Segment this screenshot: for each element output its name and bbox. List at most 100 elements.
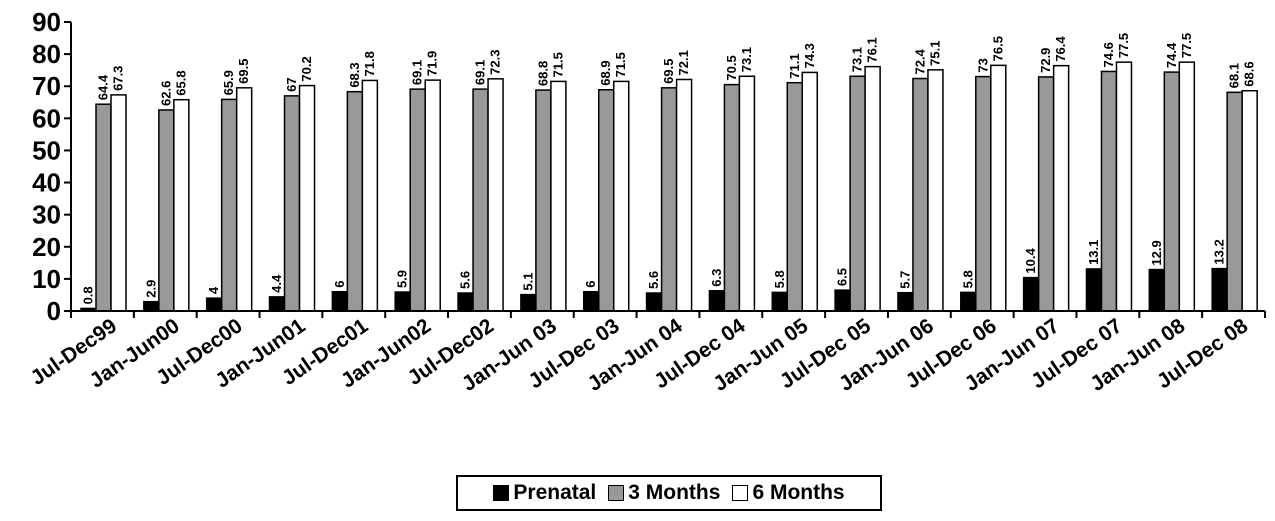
data-label: 4.4 (269, 274, 284, 293)
bar (1052, 64, 1070, 312)
bar (457, 292, 474, 312)
data-label: 70.5 (724, 55, 739, 80)
bar (864, 65, 881, 312)
data-label: 71.5 (613, 52, 628, 77)
data-label: 13.2 (1212, 239, 1227, 264)
bar (110, 94, 127, 312)
data-label: 5.8 (960, 270, 975, 288)
y-tick-label: 10 (32, 264, 61, 294)
data-label: 6 (332, 280, 347, 287)
bar (409, 88, 426, 312)
legend-item-6-months: 6 Months (732, 481, 845, 505)
data-label: 69.5 (661, 59, 676, 84)
bar (645, 292, 663, 312)
data-label: 5.6 (458, 271, 473, 289)
bar (975, 75, 992, 312)
chart-legend: Prenatal 3 Months 6 Months (456, 475, 882, 511)
bar (801, 71, 819, 312)
bar (1115, 61, 1133, 312)
data-label: 73.1 (739, 47, 754, 72)
data-label: 71.8 (362, 51, 377, 76)
bar (487, 78, 504, 312)
data-label: 77.5 (1116, 33, 1131, 58)
bar (394, 291, 411, 312)
bar (990, 64, 1007, 312)
data-label: 0.8 (81, 286, 96, 304)
bar (173, 98, 190, 312)
data-label: 77.5 (1179, 33, 1194, 58)
data-label: 74.3 (802, 43, 817, 68)
data-label: 12.9 (1149, 240, 1164, 265)
data-label: 6.3 (709, 269, 724, 287)
bar (960, 291, 977, 312)
bar (1226, 91, 1243, 312)
bar (550, 80, 567, 312)
data-label: 72.9 (1038, 48, 1053, 73)
bar (298, 84, 316, 312)
data-label: 67.3 (111, 66, 126, 91)
data-label: 69.1 (410, 60, 425, 85)
data-label: 70.2 (299, 56, 314, 81)
data-label: 69.1 (473, 60, 488, 85)
bar (235, 87, 253, 312)
legend-item-prenatal: Prenatal (493, 481, 596, 505)
y-tick-label: 50 (32, 135, 61, 165)
bar (424, 79, 441, 312)
data-label: 72.1 (676, 50, 691, 75)
data-label: 71.1 (787, 53, 802, 78)
data-label: 6.5 (835, 268, 850, 286)
bar (912, 77, 929, 312)
data-label: 68.1 (1227, 63, 1242, 88)
y-tick-label: 60 (32, 103, 61, 133)
data-label: 62.6 (158, 81, 173, 106)
bar (1211, 267, 1228, 312)
data-label: 68.3 (347, 62, 362, 87)
bar (1022, 276, 1040, 312)
bar (849, 75, 866, 312)
legend-swatch-prenatal (493, 485, 510, 501)
data-label: 69.5 (236, 59, 251, 84)
data-label: 74.6 (1101, 42, 1116, 67)
data-label: 71.9 (425, 51, 440, 76)
bar (158, 109, 175, 312)
bar (786, 81, 804, 312)
data-label: 65.8 (173, 70, 188, 95)
data-label: 2.9 (143, 280, 158, 298)
data-label: 76.4 (1053, 36, 1068, 62)
bar (582, 290, 600, 312)
bar (220, 98, 238, 312)
y-tick-label: 90 (32, 7, 61, 37)
data-label: 13.1 (1086, 240, 1101, 265)
bar (205, 297, 223, 312)
bar (927, 69, 944, 312)
bar (283, 95, 301, 312)
data-label: 74.4 (1164, 42, 1179, 68)
y-tick-label: 0 (47, 296, 61, 326)
bar (660, 87, 678, 312)
bar (331, 290, 349, 312)
data-label: 72.3 (488, 50, 503, 75)
data-label: 68.8 (535, 61, 550, 86)
y-tick-label: 30 (32, 200, 61, 230)
legend-label-prenatal: Prenatal (513, 481, 597, 504)
bar (897, 291, 914, 312)
data-label: 5.6 (646, 271, 661, 289)
y-tick-label: 20 (32, 232, 61, 262)
bar (1178, 61, 1196, 312)
bar (346, 90, 364, 312)
legend-label-6-months: 6 Months (752, 481, 845, 504)
bar (771, 291, 789, 312)
legend-label-3-months: 3 Months (628, 481, 721, 504)
bar (1037, 76, 1055, 312)
bar (143, 300, 160, 312)
data-label: 65.9 (221, 70, 236, 95)
bar (1100, 70, 1118, 312)
data-label: 76.5 (990, 36, 1005, 61)
bar (675, 78, 693, 312)
bar (268, 296, 286, 312)
legend-swatch-6-months (732, 485, 749, 501)
data-label: 5.1 (520, 273, 535, 291)
data-label: 5.7 (897, 271, 912, 289)
